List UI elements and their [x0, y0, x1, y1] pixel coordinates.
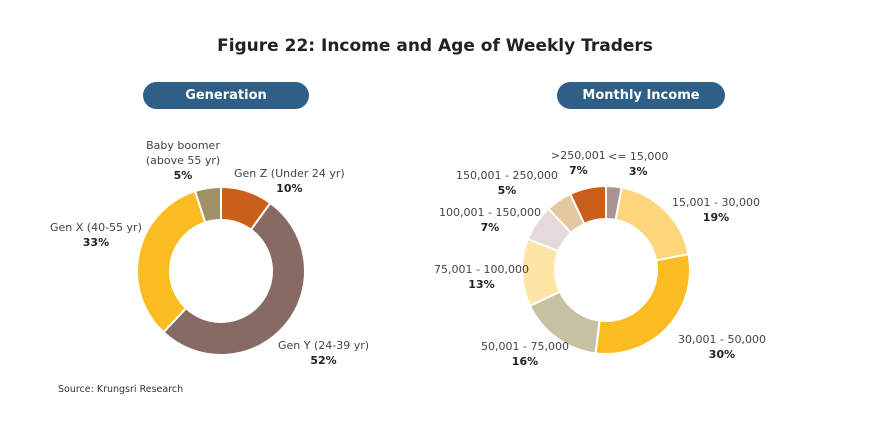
income-slice-8 — [568, 184, 607, 226]
label-income-5: 75,001 - 100,000 13% — [434, 263, 529, 291]
label-gen-y: Gen Y (24-39 yr) 52% — [278, 339, 370, 367]
generation-title: Generation — [143, 82, 309, 109]
label-income-3: 30,001 - 50,000 30% — [678, 333, 766, 361]
label-income-7: 150,001 - 250,000 5% — [456, 169, 558, 197]
label-gen-z: Gen Z (Under 24 yr) 10% — [234, 167, 345, 195]
income-title: Monthly Income — [557, 82, 725, 109]
label-income-2: 15,001 - 30,000 19% — [672, 196, 760, 224]
label-income-8: >250,001 7% — [551, 149, 606, 177]
generation-slice-2 — [162, 201, 306, 356]
generation-slice-4 — [193, 185, 222, 224]
generation-slice-3 — [136, 189, 207, 334]
label-income-6: 100,001 - 150,000 7% — [439, 206, 541, 234]
income-slice-3 — [594, 253, 691, 355]
label-baby-boomer: Baby boomer (above 55 yr) 5% — [145, 139, 221, 182]
label-income-1: <= 15,000 3% — [608, 150, 669, 178]
figure-title: Figure 22: Income and Age of Weekly Trad… — [217, 36, 653, 56]
label-gen-x: Gen X (40-55 yr) 33% — [50, 221, 142, 249]
source-note: Source: Krungsri Research — [58, 384, 184, 395]
label-income-4: 50,001 - 75,000 16% — [481, 340, 569, 368]
